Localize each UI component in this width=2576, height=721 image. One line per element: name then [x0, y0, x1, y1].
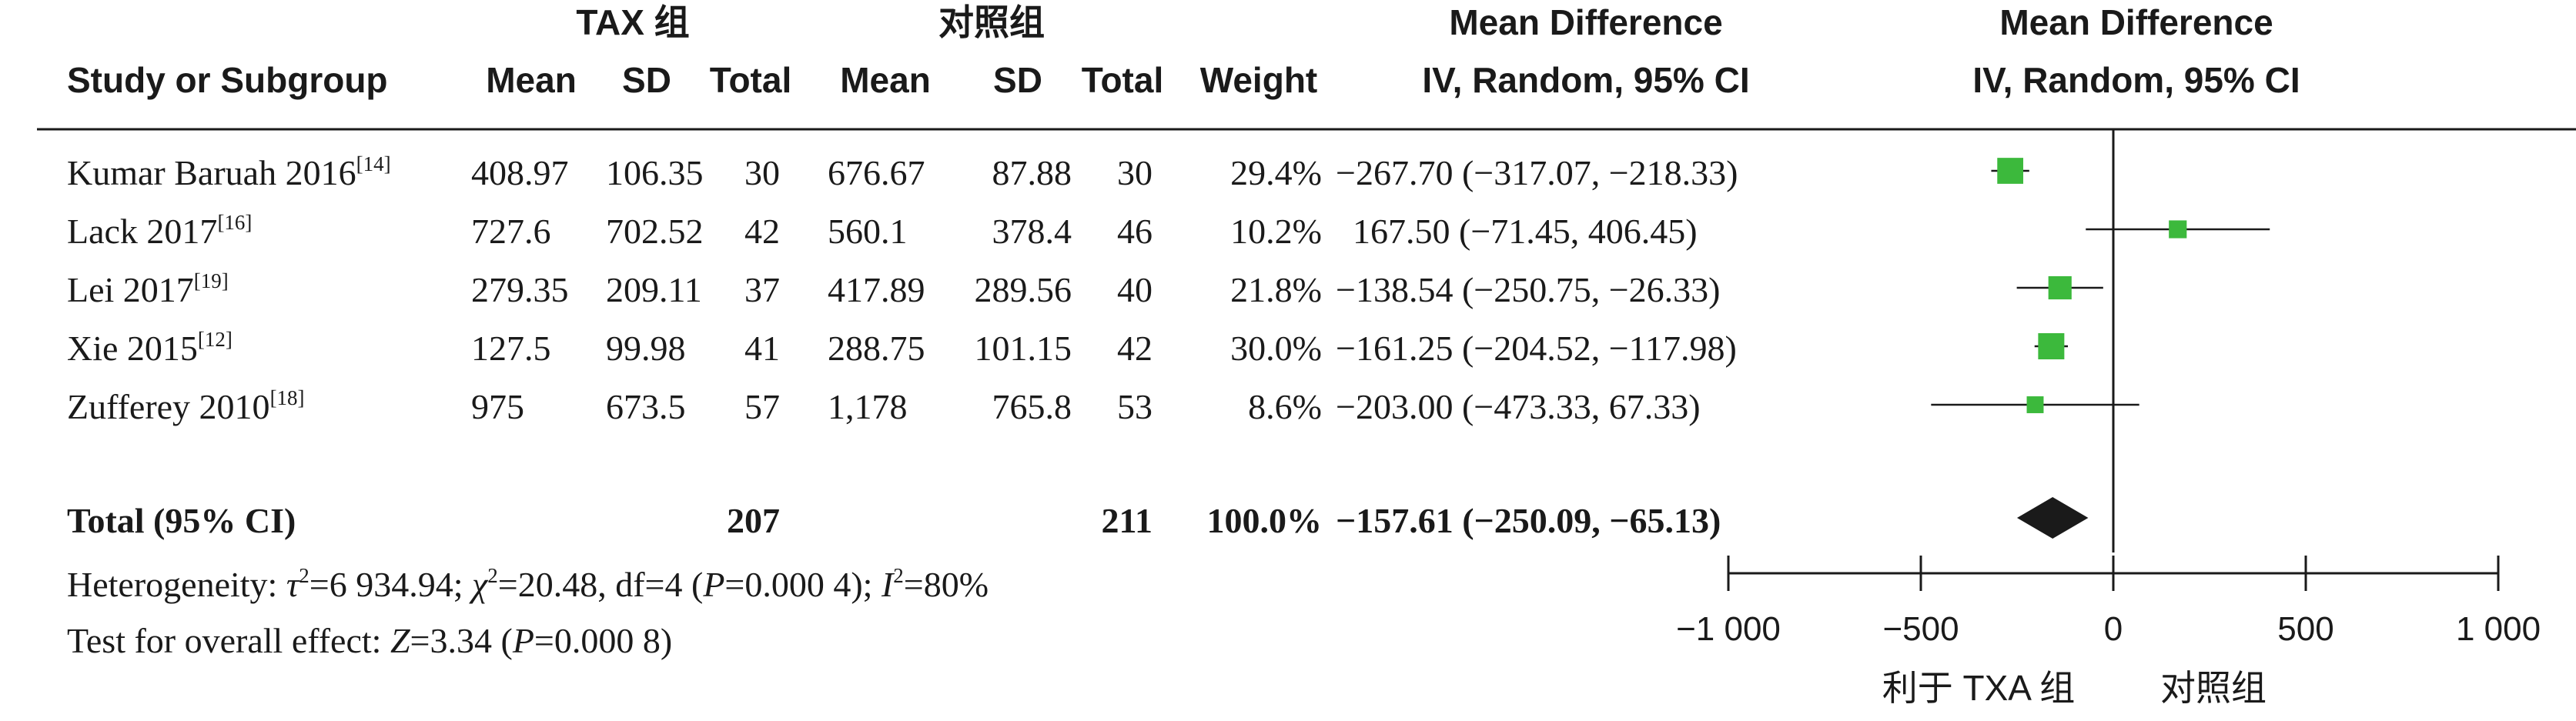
- n1-cell: 30: [744, 153, 780, 192]
- sd2-cell: 765.8: [992, 387, 1072, 426]
- ci-cell: −138.54 (−250.75, −26.33): [1336, 270, 1720, 309]
- x-axis-tick-label: 1 000: [2456, 610, 2541, 648]
- mean1-cell: 408.97: [471, 153, 569, 192]
- study-name: Lei 2017[19]: [67, 269, 229, 309]
- md-header: Mean Difference: [1449, 2, 1722, 42]
- ci-cell: −161.25 (−204.52, −117.98): [1336, 329, 1737, 368]
- n2-cell: 42: [1117, 329, 1153, 368]
- x-axis-tick-label: −500: [1882, 610, 1959, 648]
- group2-header: 对照组: [938, 2, 1045, 42]
- mean2-cell: 417.89: [828, 270, 925, 309]
- x-axis-tick-label: 0: [2104, 610, 2123, 648]
- sd2-cell: 87.88: [992, 153, 1072, 192]
- study-row: Lei 2017[19] 279.35 209.11 37 417.89 289…: [67, 269, 1720, 309]
- sd2-header: SD: [993, 60, 1042, 100]
- effect-square: [1997, 158, 2024, 184]
- mean1-cell: 975: [471, 387, 524, 426]
- mean2-header: Mean: [840, 60, 931, 100]
- study-markers: [1931, 158, 2270, 539]
- study-row: Lack 2017[16] 727.6 702.52 42 560.1 378.…: [67, 211, 1698, 251]
- total-n2: 211: [1102, 501, 1153, 540]
- ci-cell: 167.50 (−71.45, 406.45): [1353, 212, 1698, 251]
- ci-cell: −203.00 (−473.33, 67.33): [1336, 387, 1701, 426]
- effect-square: [2026, 396, 2044, 413]
- plot-md-header: Mean Difference: [1999, 2, 2273, 42]
- study-column-header: Study or Subgroup: [67, 60, 388, 100]
- total-n1: 207: [727, 501, 780, 540]
- sd1-cell: 702.52: [606, 212, 704, 251]
- study-name: Zufferey 2010[18]: [67, 386, 305, 426]
- heterogeneity-text: Heterogeneity: τ2=6 934.94; χ2=20.48, df…: [67, 564, 989, 604]
- sd2-cell: 378.4: [992, 212, 1072, 251]
- total-row: Total (95% CI) 207 211 100.0% −157.61 (−…: [67, 501, 1721, 540]
- weight-header: Weight: [1200, 60, 1317, 100]
- favours-right-label: 对照组: [2160, 668, 2267, 708]
- weight-cell: 30.0%: [1230, 329, 1322, 368]
- x-axis-tick-label: 500: [2277, 610, 2333, 648]
- n1-cell: 57: [744, 387, 780, 426]
- total-weight: 100.0%: [1207, 501, 1323, 540]
- sd1-header: SD: [622, 60, 671, 100]
- ci-cell: −267.70 (−317.07, −218.33): [1336, 153, 1738, 192]
- weight-cell: 10.2%: [1230, 212, 1322, 251]
- effect-square: [2038, 333, 2065, 359]
- effect-square: [2169, 220, 2187, 239]
- mean2-cell: 676.67: [828, 153, 925, 192]
- effect-square: [2048, 275, 2072, 300]
- study-name: Xie 2015[12]: [67, 328, 233, 368]
- total-label: Total (95% CI): [67, 501, 296, 540]
- study-name: Lack 2017[16]: [67, 211, 252, 251]
- mean2-cell: 560.1: [828, 212, 908, 251]
- x-axis-tick-labels: −1 000 −500 0 500 1 000: [1676, 610, 2541, 648]
- overall-effect-text: Test for overall effect: Z=3.34 (P=0.000…: [67, 621, 672, 660]
- mean2-cell: 288.75: [828, 329, 925, 368]
- n1-cell: 37: [744, 270, 780, 309]
- study-row: Xie 2015[12] 127.5 99.98 41 288.75 101.1…: [67, 328, 1737, 368]
- n2-cell: 40: [1117, 270, 1153, 309]
- n2-cell: 30: [1117, 153, 1153, 192]
- mean1-cell: 279.35: [471, 270, 569, 309]
- x-axis-ticks: [1727, 556, 2500, 591]
- md-method-header: IV, Random, 95% CI: [1422, 60, 1749, 100]
- n1-cell: 41: [744, 329, 780, 368]
- mean1-header: Mean: [486, 60, 577, 100]
- plot-method-header: IV, Random, 95% CI: [1972, 60, 2300, 100]
- sd2-cell: 289.56: [975, 270, 1072, 309]
- n2-cell: 46: [1117, 212, 1153, 251]
- sd1-cell: 209.11: [606, 270, 702, 309]
- sd2-cell: 101.15: [975, 329, 1072, 368]
- sd1-cell: 99.98: [606, 329, 686, 368]
- weight-cell: 8.6%: [1248, 387, 1322, 426]
- x-axis-tick-label: −1 000: [1676, 610, 1781, 648]
- mean2-cell: 1,178: [828, 387, 908, 426]
- n2-cell: 53: [1117, 387, 1153, 426]
- sd1-cell: 106.35: [606, 153, 704, 192]
- mean1-cell: 727.6: [471, 212, 551, 251]
- sd1-cell: 673.5: [606, 387, 686, 426]
- study-row: Zufferey 2010[18] 975 673.5 57 1,178 765…: [67, 386, 1701, 426]
- weight-cell: 21.8%: [1230, 270, 1322, 309]
- total2-header: Total: [1082, 60, 1163, 100]
- study-name: Kumar Baruah 2016[14]: [67, 152, 391, 192]
- mean1-cell: 127.5: [471, 329, 551, 368]
- group1-header: TAX 组: [576, 2, 689, 42]
- pooled-diamond: [2016, 497, 2089, 539]
- study-row: Kumar Baruah 2016[14] 408.97 106.35 30 6…: [67, 152, 1738, 192]
- n1-cell: 42: [744, 212, 780, 251]
- weight-cell: 29.4%: [1230, 153, 1322, 192]
- total-ci: −157.61 (−250.09, −65.13): [1336, 501, 1721, 540]
- favours-left-label: 利于 TXA 组: [1882, 668, 2075, 708]
- total1-header: Total: [710, 60, 791, 100]
